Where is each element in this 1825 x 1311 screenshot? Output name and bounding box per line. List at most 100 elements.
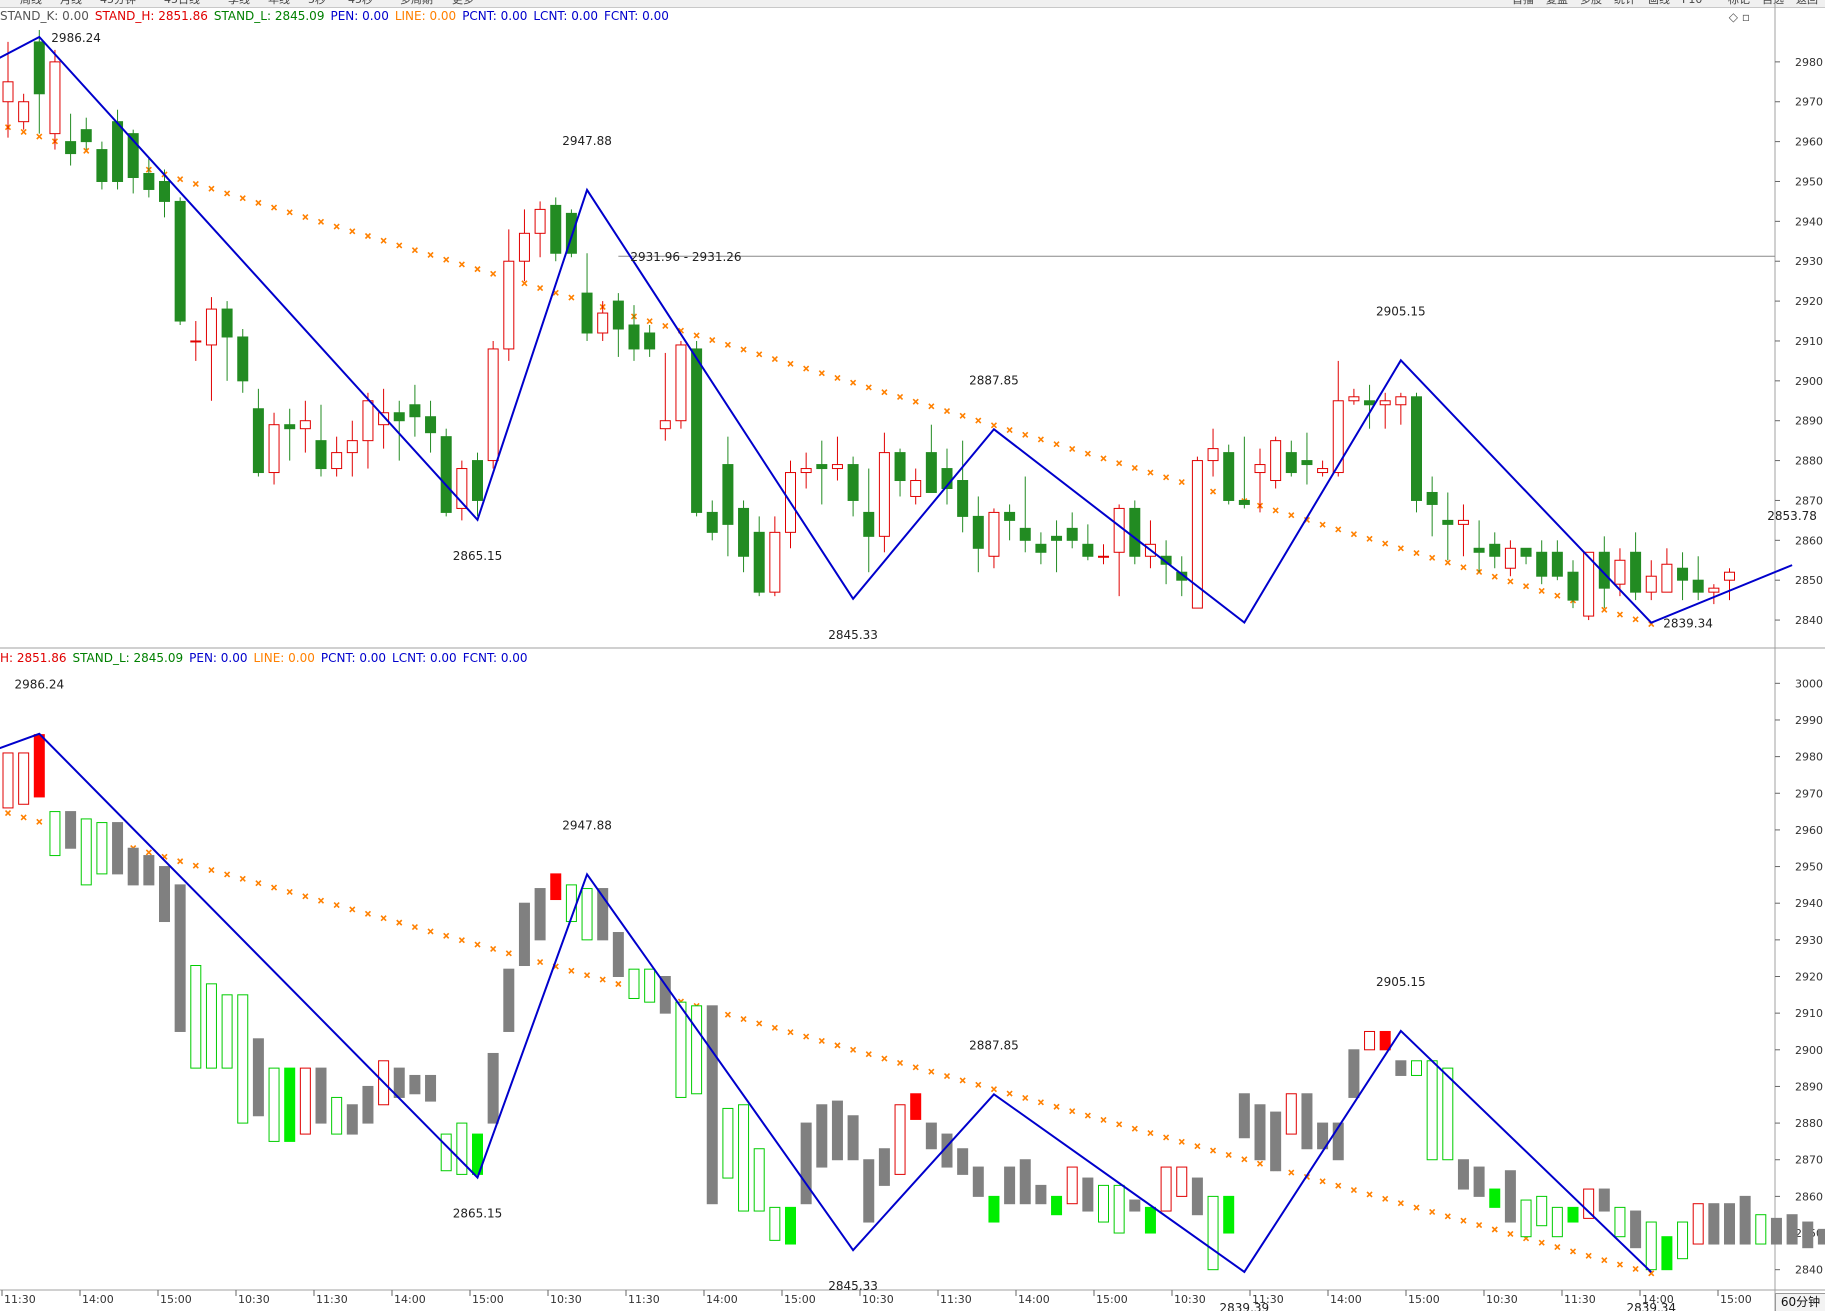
line-marker <box>537 284 544 292</box>
line-marker <box>537 959 544 966</box>
legend-entry: LINE: 0.00 <box>253 651 315 665</box>
candle-body <box>1223 452 1235 501</box>
x-tick-label: 11:30 <box>1252 1293 1284 1306</box>
line-marker <box>1601 606 1608 613</box>
line-marker <box>1397 545 1404 552</box>
range-bar <box>1411 1060 1422 1076</box>
line-marker <box>1491 573 1498 580</box>
y-tick-label: 2950 <box>1795 861 1823 874</box>
toolbar-item[interactable]: 月线 <box>60 0 82 6</box>
range-bar <box>1223 1195 1235 1234</box>
line-marker <box>20 128 27 135</box>
line-marker <box>1350 531 1357 538</box>
range-bar <box>190 965 202 1069</box>
legend-entry: FCNT: 0.00 <box>462 651 528 665</box>
line-marker <box>1601 1257 1608 1264</box>
range-bar <box>1489 1188 1501 1208</box>
range-bar <box>1692 1203 1704 1245</box>
toolbar-item[interactable]: 多周期 <box>400 0 433 6</box>
line-marker <box>568 294 575 301</box>
line-marker <box>1632 1265 1639 1273</box>
toolbar-item[interactable]: 返回 <box>1796 0 1818 6</box>
line-marker <box>396 242 403 249</box>
x-tick-label: 15:00 <box>1096 1293 1128 1306</box>
line-marker <box>521 280 528 287</box>
range-bar <box>1129 1199 1141 1212</box>
range-bar <box>1755 1214 1767 1245</box>
candle-body <box>1645 575 1657 593</box>
y-tick-label: 2910 <box>1795 335 1823 348</box>
price-annotation: 2845.33 <box>828 628 878 642</box>
toolbar-item[interactable]: 多股 <box>1580 0 1602 6</box>
price-annotation: 2887.85 <box>969 373 1019 387</box>
toolbar-item[interactable]: 画线 <box>1648 0 1670 6</box>
line-marker <box>1288 1169 1295 1176</box>
range-bar <box>205 983 217 1069</box>
candle-body <box>1411 396 1422 501</box>
toolbar-item[interactable]: 自选 <box>1762 0 1784 6</box>
line-marker <box>834 1042 841 1049</box>
line-marker <box>255 880 262 887</box>
range-bar <box>1270 1111 1282 1172</box>
toolbar-item[interactable]: 45分钟 <box>100 0 136 6</box>
candle-body <box>1614 559 1626 585</box>
toolbar-item[interactable]: 更多 <box>452 0 474 6</box>
toolbar-item[interactable]: 周线 <box>20 0 42 6</box>
x-tick-label: 10:30 <box>862 1293 894 1306</box>
range-bar <box>440 1133 452 1172</box>
y-tick-label: 2970 <box>1795 787 1823 800</box>
line-marker <box>36 818 43 825</box>
toolbar-item[interactable]: 5秒 <box>308 0 326 6</box>
price-annotation: 2947.88 <box>562 818 612 832</box>
line-marker <box>1084 450 1091 457</box>
range-bar <box>1066 1166 1078 1205</box>
toolbar-item[interactable]: 首播 <box>1512 0 1534 6</box>
line-marker <box>912 398 919 405</box>
range-bar <box>1724 1203 1735 1245</box>
candle-body <box>1364 400 1376 406</box>
range-bar <box>127 847 139 886</box>
y-tick-label: 2920 <box>1795 971 1823 984</box>
range-bar <box>753 1148 765 1212</box>
range-bar <box>346 1104 358 1135</box>
range-bar <box>315 1067 327 1124</box>
toolbar-item[interactable]: 复盘 <box>1546 0 1568 6</box>
candle-body <box>174 200 186 322</box>
candle-body <box>205 308 217 346</box>
line-marker <box>192 862 199 869</box>
y-tick-label: 2860 <box>1795 534 1823 547</box>
toolbar-item[interactable]: F10 <box>1682 0 1702 6</box>
toolbar-item[interactable]: 45秒 <box>348 0 373 6</box>
candle-body <box>518 232 530 262</box>
range-bar <box>1504 1170 1516 1223</box>
toolbar-item[interactable]: 标记 <box>1728 0 1750 6</box>
line-marker <box>208 185 215 192</box>
diamond-icon[interactable]: ◇ <box>1728 10 1739 24</box>
candle-body <box>1285 452 1297 474</box>
candle-body <box>1238 499 1250 505</box>
line-marker <box>1413 1204 1420 1211</box>
line-marker <box>615 980 622 988</box>
x-tick-label: 15:00 <box>472 1293 504 1306</box>
range-bar <box>1677 1221 1689 1260</box>
line-marker <box>943 408 951 415</box>
candle-body <box>894 452 906 482</box>
candle-body <box>1160 555 1172 565</box>
candle-body <box>1724 571 1735 581</box>
toolbar-item[interactable]: 年线 <box>268 0 290 6</box>
period-label[interactable]: 60分钟 <box>1775 1293 1825 1311</box>
line-marker <box>177 176 184 183</box>
candle-body <box>675 344 687 422</box>
y-tick-label: 2960 <box>1795 136 1823 149</box>
window-icon[interactable]: ▫ <box>1741 10 1750 24</box>
toolbar-item[interactable]: 统计 <box>1614 0 1636 6</box>
line-marker <box>756 1020 763 1027</box>
line-marker <box>959 1077 966 1084</box>
range-bar <box>738 1104 750 1212</box>
line-marker <box>286 209 293 216</box>
line-marker <box>302 893 309 900</box>
toolbar-item[interactable]: 季线 <box>228 0 250 6</box>
candle-body <box>159 180 170 202</box>
line-marker <box>1256 1160 1264 1167</box>
toolbar-item[interactable]: 45日线 <box>164 0 200 6</box>
